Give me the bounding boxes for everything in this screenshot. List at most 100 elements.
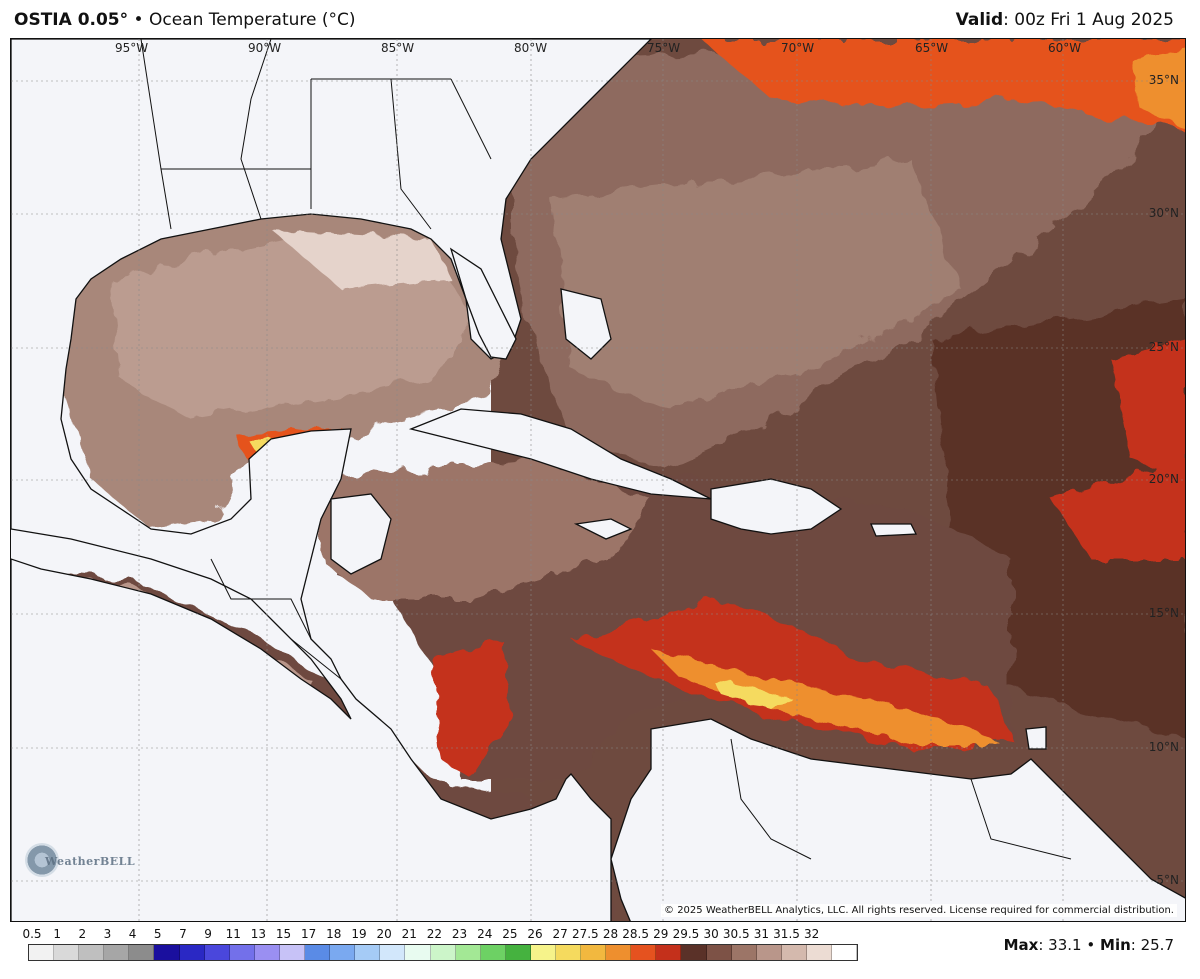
longitude-label-95w: 95°W <box>115 41 149 55</box>
max-min-stats: Max: 33.1 • Min: 25.7 <box>1004 936 1174 954</box>
florida-peninsula-land <box>449 247 517 360</box>
colorbar-tick-label: 26 <box>527 927 543 941</box>
colorbar-tick-label: 30.5 <box>722 927 750 941</box>
political-borders <box>140 39 1072 860</box>
colorbar-tick-label: 28 <box>602 927 619 941</box>
colorbar-tick-label: 4 <box>128 927 137 941</box>
colorbar-tick-label: 23 <box>451 927 468 941</box>
colorbar-swatch <box>555 945 582 960</box>
variable-name: Ocean Temperature (°C) <box>148 10 356 30</box>
colorbar-swatch <box>204 945 230 960</box>
colorbar-swatch <box>480 945 506 960</box>
colorbar-swatch <box>505 945 531 960</box>
max-label: Max <box>1003 936 1039 954</box>
puerto-rico-land <box>870 523 918 537</box>
colorbar-swatch <box>355 945 381 960</box>
latitude-label-25n: 25°N <box>1148 340 1179 354</box>
colorbar-swatch <box>129 945 155 960</box>
trinidad-land <box>1025 726 1047 750</box>
temperature-colorbar <box>28 944 858 961</box>
colorbar-tick-label: 22 <box>426 927 443 941</box>
colorbar-tick-label: 29.5 <box>672 927 700 941</box>
colorbar-swatch <box>681 945 707 960</box>
cuba-land <box>408 408 712 500</box>
longitude-label-65w: 65°W <box>915 41 949 55</box>
longitude-label-70w: 70°W <box>781 41 815 55</box>
graticule <box>11 39 1185 921</box>
bahamas-land <box>560 288 612 360</box>
caribbean-sea-sst <box>311 339 1185 779</box>
colorbar-tick-label: 7 <box>179 927 187 941</box>
longitude-label-75w: 75°W <box>647 41 681 55</box>
colorbar-tick-label: 20 <box>376 927 392 941</box>
colorbar-tick-label: 31 <box>753 927 770 941</box>
colorbar-tick-label: 24 <box>477 927 493 941</box>
colorbar-tick-label: 1 <box>53 927 61 941</box>
colorbar-swatch <box>455 945 481 960</box>
colorbar-swatch <box>179 945 205 960</box>
colorbar-swatch <box>380 945 406 960</box>
colorbar-tick-label: 0.5 <box>22 927 42 941</box>
colorbar-tick-label: 30 <box>703 927 719 941</box>
colorbar-tick-label: 31.5 <box>773 927 800 941</box>
copyright-notice: © 2025 WeatherBELL Analytics, LLC. All r… <box>661 904 1177 917</box>
weatherbell-logo: WeatherBELL <box>25 843 135 883</box>
colorbar-swatch <box>806 945 832 960</box>
colorbar-tick-label: 27 <box>552 927 568 941</box>
valid-label: Valid <box>955 10 1004 30</box>
longitude-label-60w: 60°W <box>1048 41 1082 55</box>
atlantic-ocean-sst <box>491 39 1185 921</box>
colorbar-tick-label: 17 <box>301 927 317 941</box>
logo-text: WeatherBELL <box>45 855 136 868</box>
colorbar-swatch <box>781 945 807 960</box>
colorbar-swatch <box>29 945 55 960</box>
colorbar-swatch <box>79 945 105 960</box>
colorbar-tick-label: 25 <box>502 927 518 941</box>
sst-map-graphic <box>11 39 1185 921</box>
valid-time: Valid: 00z Fri 1 Aug 2025 <box>956 10 1174 30</box>
header: OSTIA 0.05° • Ocean Temperature (°C) Val… <box>0 0 1200 38</box>
hispaniola-land <box>710 478 843 535</box>
south-america-land <box>610 718 1185 921</box>
colorbar-tick-label: 27.5 <box>571 927 599 941</box>
colorbar-swatch <box>405 945 431 960</box>
logo-swirl-icon <box>25 843 59 877</box>
product-name: OSTIA 0.05° <box>14 10 129 30</box>
colorbar-tick-label: 3 <box>103 927 112 941</box>
latitude-label-30n: 30°N <box>1148 206 1179 220</box>
colorbar-swatch <box>279 945 306 960</box>
min-value: : 25.7 <box>1130 936 1174 954</box>
colorbar-swatch <box>606 945 632 960</box>
colorbar-tick-label: 28.5 <box>622 927 649 941</box>
colorbar-tick-label: 32 <box>804 927 820 941</box>
colorbar-tick-label: 9 <box>204 927 212 941</box>
colorbar-swatch <box>305 945 331 960</box>
colorbar-swatch <box>581 945 607 960</box>
colorbar-tick-label: 29 <box>653 927 669 941</box>
latitude-label-35n: 35°N <box>1148 73 1179 87</box>
north-atlantic-warm-band <box>701 39 1185 129</box>
colorbar-swatch <box>706 945 732 960</box>
colorbar-swatch <box>430 945 456 960</box>
colorbar-swatch <box>756 945 782 960</box>
map-title: OSTIA 0.05° • Ocean Temperature (°C) <box>14 10 356 30</box>
colorbar-tick-label: 21 <box>401 927 417 941</box>
colorbar-swatch <box>154 945 180 960</box>
colorbar-tick-label: 15 <box>275 927 292 941</box>
latitude-label-5n: 5°N <box>1156 873 1179 887</box>
colorbar-swatch <box>731 945 757 960</box>
jamaica-land <box>573 518 633 540</box>
longitude-label-80w: 80°W <box>514 41 548 55</box>
sst-map: 95°W 90°W 85°W 80°W 75°W 70°W 65°W 60°W … <box>10 38 1186 922</box>
yucatan-land <box>330 493 392 575</box>
title-separator: • <box>133 10 144 30</box>
colorbar-swatch <box>656 945 682 960</box>
latitude-label-10n: 10°N <box>1148 740 1179 754</box>
colorbar-swatch <box>229 945 255 960</box>
max-value: : 33.1 <box>1038 936 1082 954</box>
longitude-label-85w: 85°W <box>381 41 415 55</box>
colorbar-swatch <box>254 945 280 960</box>
colorbar-tick-label: 13 <box>250 927 266 941</box>
colorbar-swatch <box>530 945 556 960</box>
stats-separator: • <box>1086 936 1096 954</box>
